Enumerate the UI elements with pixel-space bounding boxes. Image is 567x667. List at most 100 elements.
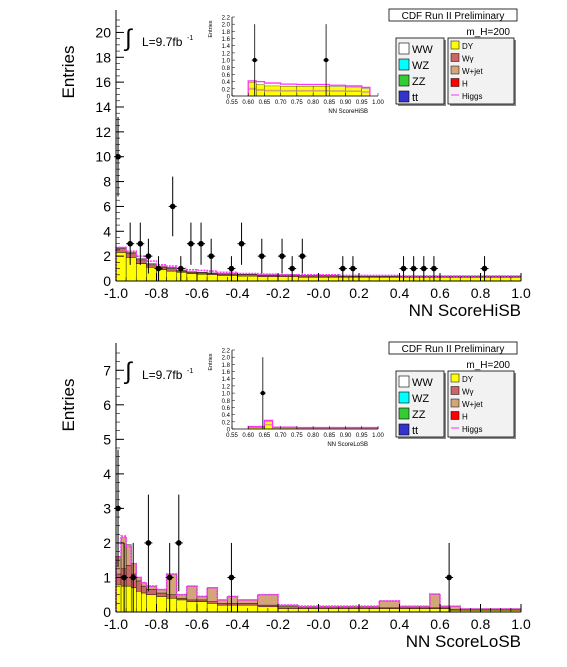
inset-y-axis-title: Entries: [208, 20, 214, 37]
inset-data-point: [252, 57, 257, 63]
inset-x-axis-title: NN ScoreHiSB: [328, 109, 368, 115]
inset-y-tick-label: 0.4: [222, 80, 231, 86]
data-point: [127, 240, 133, 247]
data-point: [238, 240, 245, 247]
bar-wjet: [166, 267, 177, 269]
inset-higgs-line: [247, 80, 371, 96]
bar-wjet: [429, 593, 441, 609]
inset-x-tick-label: 0.70: [275, 433, 287, 439]
bar-wgamma: [125, 253, 137, 258]
bar-dy: [166, 270, 177, 282]
legend-entry: tt: [412, 425, 418, 437]
inset-x-tick-label: 0.90: [340, 433, 352, 439]
y-tick-label: 16: [95, 74, 111, 90]
inset-background: [204, 11, 384, 118]
inset-x-tick-label: 0.80: [307, 433, 319, 439]
legend-swatch: [450, 78, 460, 87]
data-point: [279, 253, 285, 259]
bar-wjet: [217, 273, 238, 275]
inset-bar-wjet: [248, 427, 265, 429]
bar-wgamma: [176, 597, 188, 601]
y-axis-title: Entries: [59, 379, 78, 432]
data-point: [178, 265, 184, 272]
legend-entry: WZ: [412, 60, 429, 72]
bar-wjet: [227, 596, 238, 604]
data-point: [130, 574, 137, 581]
inset-bar-wjet: [272, 427, 281, 429]
bar-wgamma: [257, 604, 279, 608]
inset-y-tick-label: 2.0: [222, 23, 231, 29]
legend-swatch: [398, 407, 410, 420]
data-point: [431, 265, 437, 272]
data-point: [421, 265, 427, 272]
legend-swatch: [398, 423, 410, 436]
y-tick-label: 20: [95, 24, 111, 40]
bar-dy: [227, 604, 238, 613]
y-axis-title: Entries: [59, 46, 78, 99]
inset-bar-wjet: [256, 88, 265, 91]
bar-dy: [206, 274, 218, 282]
legend-entry: DY: [462, 375, 474, 384]
header-text: CDF Run II Preliminary: [402, 11, 505, 22]
bar-dy: [125, 257, 137, 282]
x-tick-label: 0.2: [349, 285, 369, 301]
inset-bar-wjet: [345, 427, 362, 429]
bar-dy: [146, 267, 157, 282]
data-point: [228, 265, 235, 272]
x-tick-label: -0.4: [225, 285, 249, 301]
inset-bar-wjet: [361, 427, 378, 429]
data-point: [400, 265, 407, 272]
legend-entry: WW: [412, 44, 433, 56]
x-tick-label: -1.0: [104, 285, 128, 301]
x-tick-label: 0.8: [471, 616, 491, 632]
data-point: [289, 265, 295, 272]
panel-top: 0 2 4 6 8 10 12 14 16 18 20 -1.0 -0.8 -0.6 -0.4 -0.2 -0.…: [59, 8, 531, 320]
bar-dy: [141, 592, 147, 613]
x-tick-label: 0.8: [471, 285, 491, 301]
bar-wgamma: [227, 603, 238, 606]
inset-x-tick-label: 0.80: [307, 100, 319, 106]
bar-wgamma: [146, 589, 157, 595]
legend-entry: H: [462, 413, 468, 422]
inset-x-tick-label: 1.00: [372, 100, 384, 106]
bar-dy: [419, 608, 431, 613]
bar-dy: [196, 273, 208, 282]
y-tick-label: 4: [103, 223, 111, 239]
data-point: [259, 253, 265, 259]
bar-dy: [176, 272, 188, 282]
bar-wjet: [136, 258, 147, 261]
x-tick-label: 1.0: [511, 616, 531, 632]
inset-y-tick-label: 0.8: [222, 399, 231, 405]
inset-bar-wjet: [361, 91, 370, 93]
inset-y-tick-label: 1.8: [222, 30, 231, 36]
inset-y-axis-title: Entries: [208, 353, 214, 370]
y-tick-label: 5: [103, 431, 111, 447]
x-tick-label: -0.2: [266, 285, 290, 301]
legend-swatch: [398, 391, 410, 404]
integral-symbol: ∫: [123, 358, 133, 385]
bar-dy: [206, 603, 218, 613]
y-tick-label: 18: [95, 49, 111, 65]
inset-bar-wjet: [345, 90, 362, 92]
legend-entry: WZ: [412, 393, 429, 405]
inset-x-tick-label: 0.65: [259, 100, 271, 106]
inset-bar-wjet: [329, 427, 346, 429]
integral-symbol: ∫: [123, 25, 133, 52]
data-point: [208, 253, 214, 259]
inset-y-tick-label: 0.6: [222, 406, 231, 412]
legend-entry: ZZ: [412, 76, 426, 88]
bar-dy: [166, 597, 177, 613]
bar-wgamma: [166, 594, 177, 599]
bar-wgamma: [186, 599, 198, 602]
bar-wjet: [186, 271, 198, 273]
bar-wjet: [206, 272, 218, 274]
data-point: [198, 240, 204, 247]
bar-wgamma: [125, 565, 132, 587]
legend-swatch: [398, 58, 410, 71]
legend-entry: Higgs: [462, 92, 482, 101]
bar-dy: [156, 596, 167, 613]
bar-dy: [196, 601, 208, 613]
inset-x-tick-label: 0.65: [259, 433, 271, 439]
legend-entry: ZZ: [412, 409, 426, 421]
bar-dy: [120, 585, 127, 613]
